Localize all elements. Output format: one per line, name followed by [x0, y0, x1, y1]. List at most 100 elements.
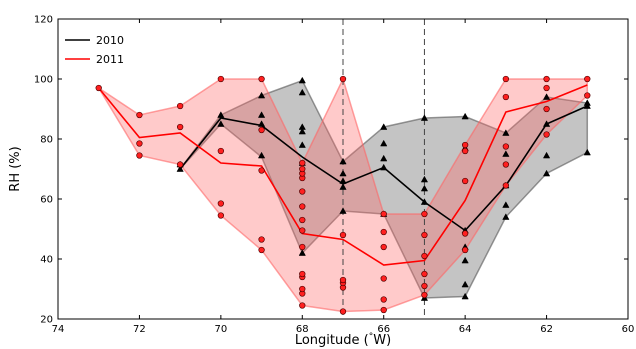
plot-frame [57, 18, 629, 320]
point-2010 [339, 183, 347, 190]
point-2011 [258, 246, 265, 254]
point-2010 [502, 129, 510, 136]
x-axis-title-before: Longitude ( [295, 333, 369, 348]
point-2011 [461, 141, 469, 149]
point-2011 [502, 161, 510, 168]
point-2011 [543, 105, 550, 113]
point-2011 [217, 75, 225, 83]
point-2010 [257, 151, 266, 159]
point-2010 [217, 111, 225, 118]
reference-lines [342, 19, 425, 319]
point-2011 [258, 75, 265, 83]
point-2011 [421, 291, 428, 299]
x-axis-title-after: W) [373, 333, 391, 348]
axis-ticks: 74 72 70 68 66 64 62 60 20 40 60 80 100 120 [34, 15, 634, 336]
x-tick-label: 70 [214, 324, 227, 335]
point-2011 [176, 102, 184, 110]
point-2011 [299, 159, 306, 167]
point-2011 [380, 243, 387, 251]
point-2011 [299, 270, 306, 278]
point-2011 [584, 75, 591, 83]
point-2011 [136, 111, 143, 119]
point-2011 [299, 216, 306, 224]
point-2011 [502, 75, 510, 83]
point-2010 [380, 163, 388, 171]
data-points [95, 75, 591, 315]
point-2011 [380, 275, 387, 282]
point-2011 [421, 252, 428, 260]
point-2011 [258, 126, 265, 134]
point-2011 [461, 230, 469, 237]
point-2011 [421, 270, 428, 278]
point-2011 [380, 296, 387, 303]
point-2010 [461, 256, 469, 264]
point-2010 [298, 76, 306, 84]
point-2011 [95, 84, 102, 92]
point-2011 [543, 84, 550, 92]
point-2011 [421, 210, 428, 218]
point-2011 [339, 75, 347, 83]
x-tick-label: 74 [52, 324, 65, 335]
point-2011 [258, 167, 265, 174]
x-axis-title: Longitude (°W) [295, 332, 391, 348]
range-bands [98, 76, 589, 313]
band-2011 [98, 76, 589, 313]
y-axis-title: RH (%) [8, 146, 23, 191]
point-2011 [217, 212, 225, 219]
point-2010 [257, 120, 266, 127]
point-2010 [380, 154, 388, 162]
y-tick-label: 40 [40, 255, 53, 266]
point-2011 [502, 93, 510, 101]
point-2010 [461, 280, 469, 288]
point-2010 [298, 141, 306, 148]
point-2011 [176, 123, 184, 131]
y-tick-label: 80 [40, 135, 53, 146]
point-2010 [339, 157, 347, 165]
point-2010 [298, 123, 306, 130]
point-2010 [542, 169, 551, 177]
point-2011 [543, 131, 550, 138]
point-2011 [461, 147, 469, 155]
legend-label-2010: 2010 [96, 34, 124, 47]
x-tick-label: 60 [622, 324, 635, 335]
y-tick-label: 100 [34, 75, 53, 86]
point-2010 [583, 99, 591, 106]
point-2011 [299, 165, 306, 173]
point-2010 [217, 120, 225, 127]
point-2011 [380, 306, 387, 314]
point-2011 [502, 182, 510, 189]
point-2011 [299, 227, 306, 234]
point-2011 [380, 210, 387, 218]
point-2010 [502, 213, 510, 220]
point-2011 [421, 282, 428, 290]
point-2011 [299, 302, 306, 309]
point-2011 [217, 200, 225, 207]
point-2011 [299, 285, 306, 293]
x-axis-title-degree: ° [369, 332, 374, 342]
point-2011 [136, 140, 143, 147]
point-2010 [339, 177, 347, 184]
point-2010 [380, 123, 388, 130]
point-2011 [339, 276, 347, 284]
point-2010 [420, 114, 429, 121]
point-2011 [421, 231, 428, 239]
point-2010 [339, 207, 347, 214]
point-2010 [420, 184, 429, 192]
line-2011 [98, 84, 588, 266]
point-2011 [217, 147, 225, 155]
point-2010 [380, 139, 388, 147]
point-2010 [339, 169, 347, 177]
point-2010 [461, 292, 469, 300]
point-2011 [461, 177, 469, 185]
point-2011 [339, 308, 347, 315]
point-2010 [420, 175, 429, 183]
x-tick-label: 64 [459, 324, 472, 335]
point-2010 [420, 198, 429, 205]
point-2010 [298, 249, 306, 256]
point-2011 [299, 188, 306, 195]
point-2011 [136, 152, 143, 159]
point-2011 [299, 243, 306, 251]
point-2011 [461, 246, 469, 254]
y-tick-label: 20 [40, 315, 53, 326]
